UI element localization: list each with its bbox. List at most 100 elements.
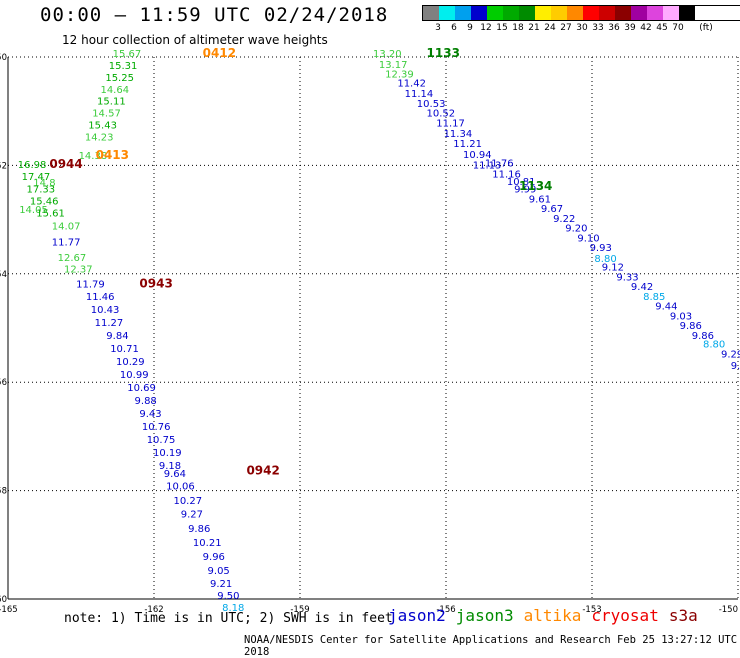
footer-credit: NOAA/NESDIS Center for Satellite Applica… — [244, 634, 738, 658]
swh-value-label: 9.99 — [514, 185, 536, 196]
swh-value-label: 9.33 — [616, 272, 638, 283]
legend-swatch — [583, 6, 599, 20]
pass-time-label: 0942 — [246, 463, 279, 477]
lat-tick-label: -58 — [0, 487, 7, 497]
swh-value-label: 9.22 — [553, 214, 575, 225]
swh-value-label: 11.21 — [453, 139, 482, 150]
swh-value-label: 8.80 — [703, 340, 725, 351]
legend-tick-label: 42 — [640, 23, 652, 33]
legend-unit: (ft) — [699, 23, 713, 33]
swh-value-label: 16.98 — [18, 160, 47, 171]
pass-time-label: 0943 — [139, 276, 172, 290]
swh-value-label: 9.44 — [655, 302, 677, 313]
swh-value-label: 15.11 — [97, 97, 126, 108]
legend-swatch — [503, 6, 519, 20]
swh-value-label: 11.77 — [52, 238, 81, 249]
wave-height-color-legend: 3 6 9 12 15 18 21 24 27 30 33 36 39 42 45 70 (ft) — [422, 5, 740, 35]
swh-value-label: 9.42 — [631, 282, 653, 293]
swh-value-label: 14.64 — [100, 85, 129, 96]
swh-value-label: 11.27 — [95, 318, 124, 329]
swh-value-label: 10.81 — [507, 177, 536, 188]
swh-value-label: 14.57 — [92, 109, 121, 120]
swh-value-label: 8.18 — [222, 603, 244, 614]
swh-value-label: 10.19 — [153, 448, 182, 459]
lon-tick-label: -159 — [290, 605, 309, 615]
swh-value-label: 8.85 — [643, 292, 665, 303]
swh-value-label: 11.46 — [86, 292, 115, 303]
pass-time-label: 0412 — [203, 46, 236, 60]
legend-swatch — [679, 6, 695, 20]
lat-tick-label: -52 — [0, 161, 7, 171]
swh-value-label: 11.17 — [436, 118, 465, 129]
swh-value-label: 9.67 — [541, 204, 563, 215]
swh-value-label: 9.86 — [680, 321, 702, 332]
pass-time-label: 0413 — [96, 148, 129, 162]
swh-value-label: 10.71 — [110, 344, 139, 355]
legend-tick-label: 27 — [560, 23, 572, 33]
swh-value-label: 15.61 — [36, 208, 65, 219]
swh-value-label: 11.79 — [76, 279, 105, 290]
legend-tick-label: 15 — [496, 23, 508, 33]
legend-tick-label: 36 — [608, 23, 620, 33]
swh-value-label: 10.69 — [127, 383, 156, 394]
legend-swatch — [535, 6, 551, 20]
swh-value-label: 9.27 — [181, 510, 203, 521]
lat-tick-label: -56 — [0, 378, 7, 388]
legend-swatch — [631, 6, 647, 20]
swh-value-label: 9.18 — [159, 461, 181, 472]
swh-value-label: 11.14 — [405, 89, 434, 100]
satellite-name-altika: altika — [523, 606, 582, 625]
swh-value-label: 14.05 — [19, 205, 48, 216]
swh-value-label: 14.38 — [79, 151, 108, 162]
swh-value-label: 10.29 — [116, 357, 145, 368]
swh-value-label: 9.7 — [731, 361, 740, 372]
lat-tick-label: -50 — [0, 53, 7, 63]
legend-swatch — [567, 6, 583, 20]
swh-value-label: 14.8 — [33, 178, 55, 189]
swh-value-label: 9.84 — [106, 331, 128, 342]
swh-value-label: 10.06 — [166, 482, 195, 493]
legend-swatches — [422, 5, 740, 21]
satellite-name-cryosat: cryosat — [591, 606, 659, 625]
legend-tick-label: 39 — [624, 23, 636, 33]
swh-value-label: 10.52 — [427, 109, 456, 120]
legend-tick-label: 21 — [528, 23, 540, 33]
swh-value-label: 9.05 — [208, 566, 230, 577]
map-subtitle: 12 hour collection of altimeter wave hei… — [62, 33, 328, 47]
swh-value-label: 11.16 — [492, 169, 521, 180]
swh-value-label: 9.21 — [210, 579, 232, 590]
swh-value-label: 11.13 — [473, 161, 502, 172]
lon-tick-label: -156 — [436, 605, 455, 615]
swh-value-label: 9.86 — [692, 331, 714, 342]
swh-value-label: 10.75 — [147, 435, 176, 446]
swh-value-label: 9.93 — [590, 243, 612, 254]
legend-swatch — [551, 6, 567, 20]
legend-tick-label: 24 — [544, 23, 556, 33]
lon-tick-label: -153 — [582, 605, 601, 615]
lat-tick-label: -54 — [0, 270, 7, 280]
legend-tick-label: 6 — [451, 23, 457, 33]
satellite-legend: jason2 jason3 altika cryosat s3a — [388, 606, 708, 625]
legend-swatch — [471, 6, 487, 20]
legend-swatch — [647, 6, 663, 20]
swh-value-label: 15.43 — [88, 121, 117, 132]
swh-value-label: 10.76 — [142, 422, 171, 433]
swh-value-label: 12.39 — [385, 70, 414, 81]
legend-swatch — [663, 6, 679, 20]
swh-labels: 15.6715.3115.2514.6415.1114.5715.4314.23… — [18, 46, 740, 614]
swh-value-label: 9.12 — [602, 263, 624, 274]
swh-value-label: 10.21 — [193, 538, 222, 549]
legend-tick-label: 9 — [467, 23, 473, 33]
legend-tick-label: 18 — [512, 23, 524, 33]
swh-value-label: 9.29 — [721, 349, 740, 360]
satellite-name-jason2: jason2 — [388, 606, 446, 625]
legend-tick-label: 30 — [576, 23, 588, 33]
legend-swatch — [599, 6, 615, 20]
legend-swatch — [615, 6, 631, 20]
swh-value-label: 12.67 — [58, 253, 87, 264]
swh-value-label: 13.17 — [379, 60, 408, 71]
swh-value-label: 11.76 — [485, 158, 514, 169]
satellite-name-s3a: s3a — [668, 606, 698, 625]
legend-tick-label: 45 — [656, 23, 668, 33]
